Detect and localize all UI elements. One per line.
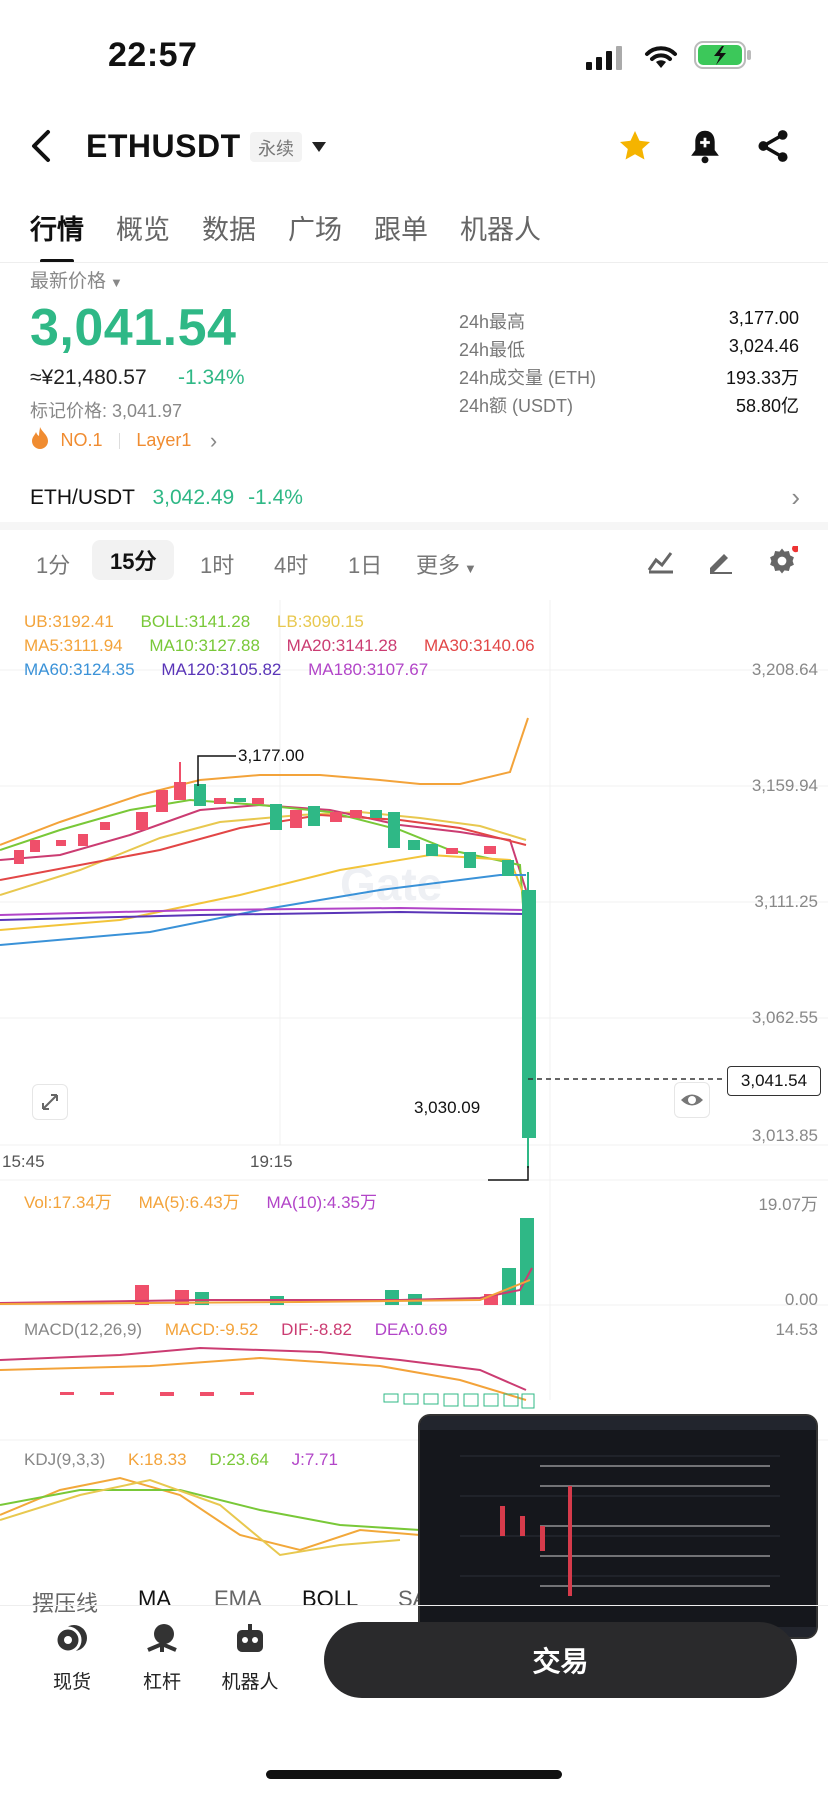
toggle-visibility-eye-icon[interactable]: [674, 1082, 710, 1118]
time-axis-label: 19:15: [250, 1152, 293, 1171]
spot-change: -1.4%: [248, 486, 303, 509]
stat-value: 58.80亿: [735, 396, 799, 416]
tab-bots[interactable]: 机器人: [460, 215, 541, 245]
vol-axis-label: 0.00: [784, 1290, 818, 1309]
tab-overview[interactable]: 概览: [116, 215, 170, 245]
battery-icon: [694, 40, 754, 75]
dock-label: 杠杆: [142, 1672, 181, 1693]
rank-label: NO.1: [60, 430, 103, 450]
indicator-tab[interactable]: BOLL: [302, 1586, 359, 1611]
favorite-star-icon[interactable]: [616, 128, 654, 169]
dock-divider: [0, 1605, 828, 1606]
spot-coins-icon: [32, 1622, 112, 1661]
chevron-right-icon: ›: [791, 482, 800, 512]
indicator-tab[interactable]: 摆压线: [32, 1591, 99, 1616]
trade-button[interactable]: 交易: [324, 1622, 797, 1698]
tab-market[interactable]: 行情: [30, 208, 84, 263]
pip-video-overlay[interactable]: [418, 1414, 818, 1639]
margin-icon: [122, 1622, 202, 1661]
spot-pair: ETH/USDT: [30, 486, 135, 509]
tab-data[interactable]: 数据: [202, 215, 256, 245]
home-indicator: [266, 1770, 562, 1779]
macd-legend: MACD(12,26,9) MACD:-9.52 DIF:-8.82 DEA:0…: [24, 1320, 448, 1339]
low-marker: 3,030.09: [414, 1098, 481, 1117]
hot-rank[interactable]: NO.1 Layer1 ›: [30, 426, 217, 455]
tab-square[interactable]: 广场: [288, 215, 342, 245]
price-axis-label: 3,208.64: [751, 660, 818, 679]
ma-legend: MA5:3111.94 MA10:3127.88 MA20:3141.28 MA…: [24, 636, 535, 655]
price-change: -1.34%: [178, 366, 245, 389]
contract-type-tag: 永续: [250, 132, 302, 162]
caret-down-icon: ▼: [110, 275, 123, 290]
fire-icon: [30, 426, 50, 455]
robot-icon: [210, 1622, 290, 1661]
tf-15m[interactable]: 15分: [92, 540, 175, 580]
indicator-chart-icon[interactable]: [646, 546, 684, 579]
spot-pair-row[interactable]: ETH/USDT 3,042.49 -1.4% ›: [30, 482, 800, 512]
stat-value: 193.33万: [725, 368, 799, 388]
vol-axis-label: 19.07万: [758, 1195, 818, 1214]
chevron-right-icon: ›: [209, 427, 218, 453]
back-button[interactable]: [28, 128, 56, 169]
kline-chart[interactable]: Gate: [0, 600, 828, 1590]
symbol-dropdown-icon[interactable]: [310, 140, 328, 159]
tf-1h[interactable]: 1时: [200, 553, 235, 578]
stat-value: 3,177.00: [728, 308, 799, 328]
price-axis-label: 3,159.94: [751, 776, 818, 795]
price-axis-label: 3,062.55: [751, 1008, 818, 1027]
dock-label: 现货: [52, 1672, 91, 1693]
symbol-title[interactable]: ETHUSDT: [86, 128, 241, 164]
vol-legend: Vol:17.34万 MA(5):6.43万 MA(10):4.35万: [24, 1193, 378, 1212]
tf-4h[interactable]: 4时: [274, 553, 309, 578]
last-price: 3,041.54: [30, 299, 237, 357]
spot-price: 3,042.49: [152, 486, 235, 509]
stats-24h: 24h最高 3,177.00 24h最低 3,024.46 24h成交量 (ETH)…: [459, 308, 799, 420]
boll-legend: UB:3192.41 BOLL:3141.28 LB:3090.15: [24, 612, 364, 631]
tf-1m[interactable]: 1分: [36, 553, 71, 578]
stat-value: 3,024.46: [728, 336, 799, 356]
last-price-tag: 3,041.54: [727, 1066, 821, 1096]
tab-copy-trading[interactable]: 跟单: [374, 215, 428, 245]
indicator-tab[interactable]: MA: [138, 1586, 171, 1611]
latest-price-label[interactable]: 最新价格 ▼: [30, 271, 123, 292]
dock-margin[interactable]: 杠杆: [122, 1622, 202, 1694]
price-axis-label: 3,111.25: [754, 892, 818, 911]
candlesticks: [14, 762, 536, 1168]
stat-label: 24h额 (USDT): [459, 396, 574, 416]
dock-label: 机器人: [221, 1672, 279, 1693]
expand-chart-icon[interactable]: [32, 1084, 68, 1120]
indicator-tab[interactable]: EMA: [214, 1586, 262, 1611]
high-marker: 3,177.00: [238, 746, 305, 765]
tabs-divider: [0, 262, 828, 263]
tf-more[interactable]: 更多 ▼: [416, 553, 477, 578]
kdj-legend: KDJ(9,3,3) K:18.33 D:23.64 J:7.71: [24, 1450, 338, 1469]
price-alert-bell-icon[interactable]: [688, 128, 722, 169]
volume-bars: [135, 1218, 534, 1305]
macd-axis-label: 14.53: [775, 1320, 818, 1339]
chart-settings-gear-icon[interactable]: [766, 544, 800, 581]
sector-label: Layer1: [136, 430, 192, 450]
price-cny: ≈¥21,480.57: [30, 366, 147, 389]
draw-tool-icon[interactable]: [706, 548, 734, 579]
stat-label: 24h最低: [459, 340, 526, 360]
share-icon[interactable]: [756, 128, 790, 169]
signal-icon: [586, 46, 626, 75]
time-axis-label: 15:45: [2, 1152, 45, 1171]
tf-1d[interactable]: 1日: [348, 553, 383, 578]
stat-label: 24h最高: [459, 312, 526, 332]
section-divider: [0, 522, 828, 530]
status-time: 22:57: [108, 36, 198, 74]
price-axis-label: 3,013.85: [751, 1126, 818, 1145]
dock-spot[interactable]: 现货: [32, 1622, 112, 1694]
mark-price: 标记价格: 3,041.97: [30, 401, 183, 421]
wifi-icon: [642, 42, 680, 75]
main-tabs: 行情 概览 数据 广场 跟单 机器人: [30, 208, 541, 263]
stat-label: 24h成交量 (ETH): [459, 368, 597, 388]
dock-bots[interactable]: 机器人: [210, 1622, 290, 1694]
ma-long-legend: MA60:3124.35 MA120:3105.82 MA180:3107.67: [24, 660, 429, 679]
